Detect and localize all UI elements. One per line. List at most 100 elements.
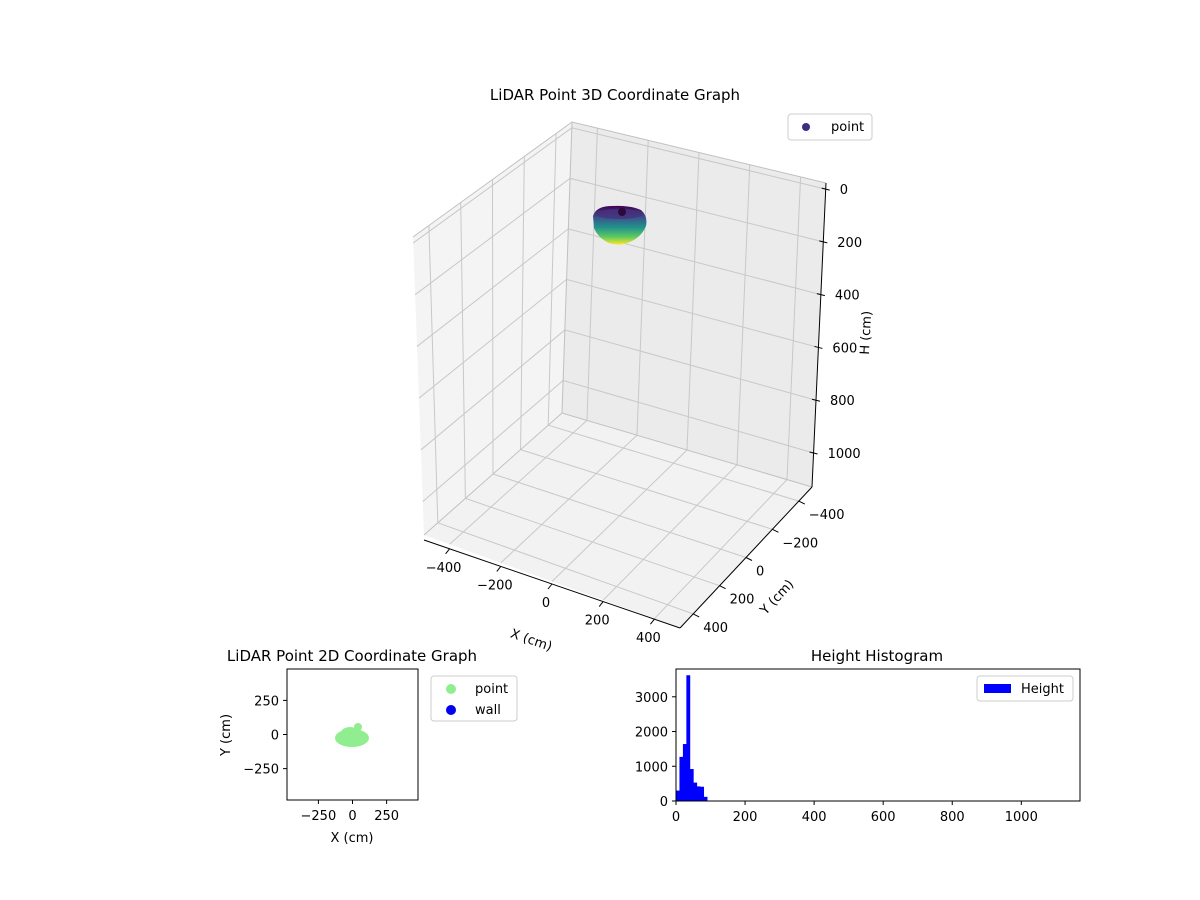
y-tick-label-2d: 250	[254, 694, 279, 709]
legend-3d: point	[787, 113, 873, 141]
chart-3d: LiDAR Point 3D Coordinate Graph −400 −200…	[412, 86, 875, 655]
ticks-2d: −250 0 250 −250 0 250	[243, 694, 399, 824]
y-tick-label-3d: −200	[782, 536, 818, 551]
z-tick-label-3d: 200	[837, 236, 862, 251]
legend-2d-wall-marker	[446, 705, 456, 715]
histogram: Height Histogram 0 200 400 600 800 1000 0 1000 2…	[635, 647, 1081, 825]
histogram-y-tick-label: 3000	[635, 691, 668, 706]
histogram-x-tick-label: 600	[871, 810, 896, 825]
histogram-y-tick-label: 1000	[635, 760, 668, 775]
z-tick-label-3d: 600	[832, 341, 857, 356]
chart-3d-title: LiDAR Point 3D Coordinate Graph	[490, 86, 740, 104]
x-tick-label-3d: −400	[426, 561, 462, 576]
y-tick-mark-3d	[798, 500, 806, 505]
point-cluster-2d-top	[341, 727, 359, 739]
pane-edges	[412, 121, 827, 536]
z-tick-mark-3d	[811, 398, 821, 402]
grid-line-y-wall	[492, 179, 494, 475]
histogram-y-tick-label: 0	[660, 795, 668, 810]
histogram-y-tick-label: 2000	[635, 726, 668, 741]
histogram-ticks: 0 200 400 600 800 1000 0 1000 2000 3000	[635, 691, 1038, 825]
grid-line-x-wall	[736, 164, 751, 465]
grid-3d	[412, 127, 826, 620]
legend-3d-point-label: point	[831, 120, 864, 135]
legend-histogram-box	[976, 675, 1074, 702]
x-tick-mark-3d	[598, 601, 604, 607]
legend-2d-wall-label: wall	[475, 703, 501, 718]
point-cluster-2d	[335, 723, 369, 747]
z-tick-label-3d: 400	[835, 289, 860, 304]
x-tick-mark-3d	[496, 566, 502, 572]
chart-2d: LiDAR Point 2D Coordinate Graph −250 0 250…	[219, 647, 518, 846]
y-tick-label-2d: −250	[243, 763, 279, 778]
grid-line-y	[548, 424, 799, 502]
grid-line-y	[437, 522, 694, 615]
histogram-x-tick-label: 800	[940, 810, 965, 825]
x-tick-label-3d: 200	[585, 614, 610, 629]
x-axis-label-3d: X (cm)	[508, 627, 554, 655]
point-cloud-3d	[593, 205, 647, 245]
legend-histogram: Height	[976, 675, 1074, 702]
x-ticks-3d: −400 −200 0 200 400	[426, 548, 661, 646]
histogram-bar	[682, 744, 687, 801]
z-tick-mark-3d	[809, 451, 818, 455]
legend-histogram-marker	[984, 684, 1011, 693]
histogram-bar	[679, 756, 684, 801]
histogram-bar	[689, 769, 694, 801]
x-tick-label-2d: 250	[374, 809, 399, 824]
y-tick-label-3d: 400	[703, 621, 728, 636]
histogram-x-tick-label: 1000	[1005, 810, 1038, 825]
x-tick-label-3d: −200	[477, 578, 513, 593]
y-tick-label-3d: 200	[730, 593, 755, 608]
histogram-bar	[700, 786, 705, 801]
y-tick-label-3d: 0	[756, 565, 764, 580]
legend-2d: point wall	[430, 675, 518, 722]
histogram-bar	[686, 675, 691, 801]
point-cluster-2d-bump	[354, 723, 362, 731]
y-tick-mark-3d	[692, 613, 700, 618]
grid-line-y-wall	[547, 133, 557, 426]
z-tick-label-3d: 800	[830, 394, 855, 409]
point-cluster-center	[618, 208, 626, 216]
legend-2d-point-label: point	[475, 682, 508, 697]
chart-2d-title: LiDAR Point 2D Coordinate Graph	[227, 647, 477, 665]
grid-line-y-wall	[460, 202, 466, 499]
histogram-bar	[693, 782, 698, 801]
x-axis-label-2d: X (cm)	[331, 831, 374, 846]
histogram-bar	[696, 786, 701, 801]
y-tick-label-3d: −400	[809, 508, 845, 523]
histogram-frame	[675, 668, 1081, 802]
z-tick-mark-3d	[819, 240, 828, 244]
histogram-bar	[676, 790, 680, 801]
z-tick-mark-3d	[816, 293, 825, 297]
legend-3d-box	[787, 113, 873, 141]
x-tick-label-2d: −250	[301, 809, 337, 824]
histogram-title: Height Histogram	[811, 647, 943, 665]
legend-2d-point-marker	[446, 684, 456, 694]
grid-line-x-wall	[686, 152, 700, 451]
grid-line-y	[520, 449, 773, 530]
z-axis-line	[811, 182, 827, 488]
grid-line-y-wall	[520, 156, 525, 450]
histogram-x-tick-label: 200	[733, 810, 758, 825]
grid-line-x-wall	[636, 140, 649, 436]
histogram-x-tick-label: 0	[672, 810, 680, 825]
y-tick-label-2d: 0	[271, 729, 279, 744]
floor-pane	[424, 413, 812, 628]
grid-line-y	[465, 497, 720, 587]
x-tick-label-3d: 0	[542, 596, 550, 611]
grid-line-x-wall	[786, 176, 802, 480]
y-tick-mark-3d	[745, 557, 753, 561]
histogram-x-tick-label: 400	[802, 810, 827, 825]
y-axis-label-2d: Y (cm)	[219, 714, 234, 757]
grid-line-x-wall	[586, 128, 598, 421]
y-tick-mark-3d	[772, 528, 779, 533]
legend-3d-point-marker	[802, 123, 810, 131]
grid-line-y-wall	[428, 225, 439, 523]
histogram-bar	[703, 796, 708, 801]
x-tick-mark-3d	[650, 618, 655, 625]
legend-histogram-label: Height	[1021, 682, 1064, 697]
x-tick-label-2d: 0	[348, 809, 356, 824]
